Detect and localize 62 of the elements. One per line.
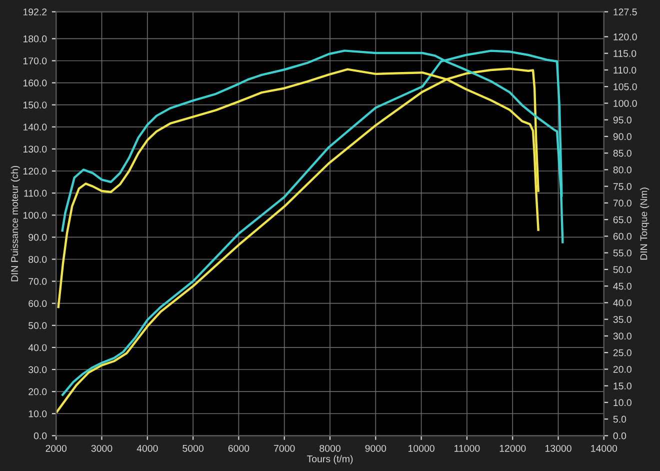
y-tick-label: 0.0	[34, 432, 47, 440]
y2-tick-label: 110.0	[614, 66, 636, 74]
y-tick-label: 100.0	[23, 212, 47, 219]
y2-tick-label: 85.0	[613, 150, 632, 157]
y2-tick-label: 25.0	[613, 349, 632, 356]
y2-tick-label: 75.0	[613, 183, 632, 190]
y2-axis-title: DIN Torque (Nm)	[640, 188, 650, 260]
y-tick-label: 150.0	[23, 102, 47, 108]
y-tick-label: 192.2	[23, 8, 47, 16]
y2-tick-label: 115.0	[614, 50, 636, 57]
y2-tick-label: 45.0	[613, 282, 632, 290]
y-tick-label: 130.0	[23, 146, 47, 153]
x-tick-label: 5000	[182, 444, 204, 452]
y2-tick-label: 100.0	[614, 100, 637, 107]
x-tick-label: 9000	[365, 444, 386, 452]
y2-tick-label: 120.0	[614, 33, 637, 40]
y-tick-label: 180.0	[23, 35, 47, 42]
x-tick-label: 6000	[228, 444, 250, 452]
y2-tick-label: 55.0	[613, 250, 632, 256]
x-tick-label: 13000	[545, 444, 572, 452]
y-tick-label: 10.0	[28, 410, 47, 418]
y-tick-label: 50.0	[28, 322, 47, 330]
x-tick-label: 7000	[274, 444, 295, 452]
y2-tick-label: 90.0	[613, 133, 632, 140]
y2-tick-label: 127.5	[614, 8, 637, 16]
y-tick-label: 140.0	[23, 124, 47, 131]
x-tick-label: 10000	[408, 444, 434, 452]
x-tick-label: 14000	[591, 444, 618, 452]
x-tick-label: 11000	[454, 444, 480, 452]
y2-tick-label: 65.0	[613, 216, 632, 224]
y2-tick-label: 15.0	[614, 382, 632, 390]
x-tick-label: 8000	[320, 444, 340, 452]
y-tick-label: 20.0	[28, 388, 47, 396]
y2-tick-label: 70.0	[613, 200, 632, 207]
y2-tick-label: 95.0	[613, 116, 632, 124]
y2-tick-label: 5.0	[613, 416, 626, 423]
y2-tick-label: 30.0	[613, 332, 632, 340]
y2-tick-label: 50.0	[613, 266, 632, 274]
x-axis-title: Tours (t/m)	[306, 455, 353, 464]
x-tick-label: 3000	[91, 444, 112, 452]
y-tick-label: 90.0	[28, 234, 47, 241]
y2-tick-label: 35.0	[613, 316, 632, 323]
y-tick-label: 30.0	[28, 366, 47, 374]
x-tick-label: 4000	[136, 444, 158, 452]
x-tick-label: 12000	[500, 444, 526, 452]
x-tick-label: 2000	[46, 444, 67, 452]
y2-tick-label: 80.0	[613, 166, 632, 174]
y-tick-label: 40.0	[28, 344, 47, 352]
y2-tick-label: 0.0	[613, 432, 626, 440]
y2-tick-label: 10.0	[614, 399, 632, 406]
y-tick-label: 120.0	[23, 168, 47, 175]
y-tick-label: 160.0	[23, 80, 47, 86]
y2-tick-label: 60.0	[613, 232, 632, 240]
y-tick-label: 60.0	[28, 300, 47, 307]
y-tick-label: 80.0	[28, 256, 47, 263]
y2-tick-label: 105.0	[614, 83, 637, 90]
y-tick-label: 70.0	[28, 278, 47, 285]
y2-tick-label: 40.0	[613, 299, 632, 306]
y-axis-title: DIN Puissance moteur (ch)	[10, 166, 20, 282]
y-tick-label: 170.0	[23, 57, 47, 64]
y2-tick-label: 20.0	[613, 366, 632, 373]
y-tick-label: 110.0	[24, 190, 47, 197]
